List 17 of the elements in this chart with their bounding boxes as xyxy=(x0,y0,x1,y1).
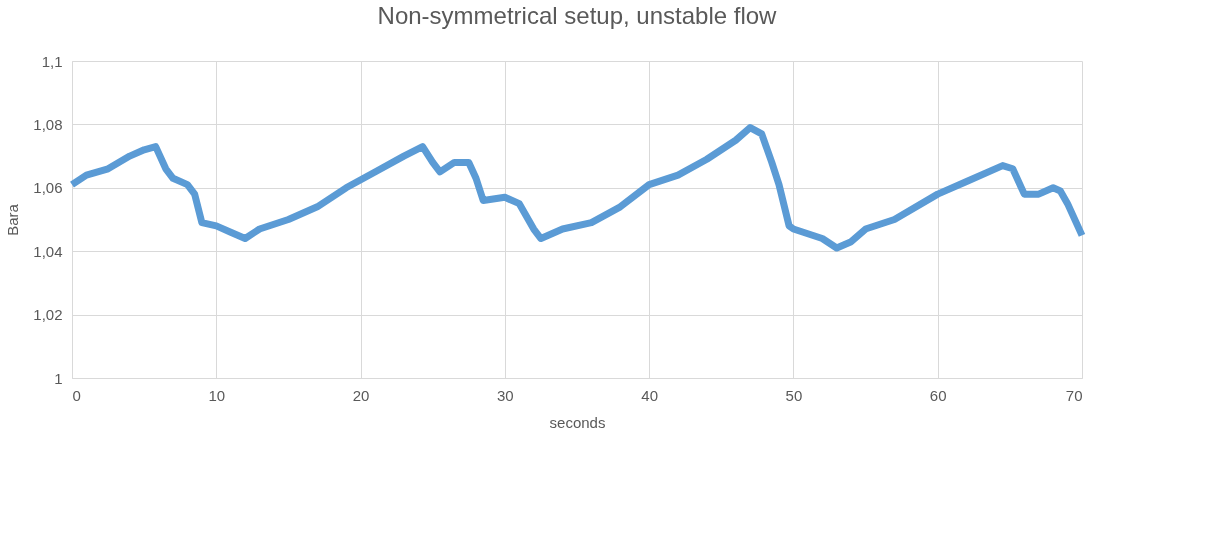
x-tick-label: 70 xyxy=(1065,386,1083,404)
x-tick-label: 60 xyxy=(929,386,947,404)
y-tick-label: 1,04 xyxy=(33,242,63,260)
chart-title: Non-symmetrical setup, unstable flow xyxy=(377,2,778,29)
x-tick-label: 10 xyxy=(208,386,226,404)
x-axis-title: seconds xyxy=(549,413,606,431)
x-tick-label: 30 xyxy=(497,386,514,404)
y-tick-label: 1,02 xyxy=(33,306,63,324)
y-tick-label: 1 xyxy=(54,369,63,387)
y-tick-label: 1,1 xyxy=(41,52,63,70)
x-tick-label: 20 xyxy=(352,386,370,404)
y-tick-label: 1,06 xyxy=(33,179,63,197)
y-tick-label: 1,08 xyxy=(33,115,63,133)
y-axis-title: Bara xyxy=(4,203,22,236)
x-tick-label: 40 xyxy=(641,386,658,404)
x-tick-label: 50 xyxy=(785,386,803,404)
x-tick-label: 0 xyxy=(72,386,81,404)
